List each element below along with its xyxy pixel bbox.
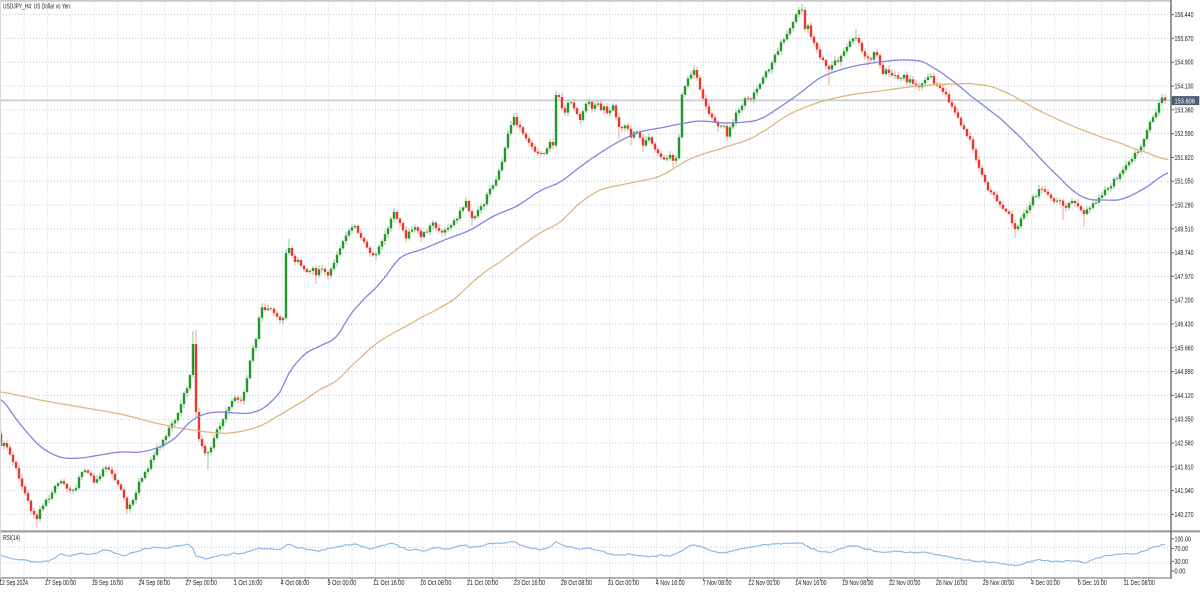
svg-text:154.900: 154.900 [1175,60,1194,67]
svg-text:151.050: 151.050 [1175,179,1194,186]
svg-text:70.00: 70.00 [1175,546,1189,553]
svg-text:30.00: 30.00 [1175,559,1189,566]
svg-text:0.00: 0.00 [1175,569,1186,576]
svg-text:9 Oct 00:00: 9 Oct 00:00 [328,580,357,587]
svg-text:140.270: 140.270 [1175,512,1194,519]
svg-text:11 Dec 08:00: 11 Dec 08:00 [1124,580,1156,587]
svg-text:155.670: 155.670 [1175,36,1194,43]
svg-text:145.660: 145.660 [1175,345,1194,352]
svg-text:11 Oct 16:00: 11 Oct 16:00 [373,580,405,587]
svg-text:6 Dec 16:00: 6 Dec 16:00 [1078,580,1107,587]
svg-text:14 Nov 16:00: 14 Nov 16:00 [795,580,827,587]
svg-text:141.810: 141.810 [1175,464,1194,471]
svg-text:153.360: 153.360 [1175,107,1194,114]
svg-text:142.580: 142.580 [1175,441,1194,448]
svg-text:151.820: 151.820 [1175,155,1194,162]
svg-text:21 Oct 00:00: 21 Oct 00:00 [467,580,499,587]
svg-text:148.740: 148.740 [1175,250,1194,257]
svg-text:100.00: 100.00 [1175,536,1191,543]
svg-text:7 Nov 08:00: 7 Nov 08:00 [703,580,732,587]
svg-text:22 Nov 00:00: 22 Nov 00:00 [889,580,921,587]
svg-text:29 Nov 08:00: 29 Nov 08:00 [983,580,1015,587]
svg-text:144.120: 144.120 [1175,393,1194,400]
svg-text:4 Nov 16:00: 4 Nov 16:00 [656,580,685,587]
svg-text:31 Oct 00:00: 31 Oct 00:00 [608,580,640,587]
svg-text:154.130: 154.130 [1175,84,1194,91]
svg-text:4 Dec 00:00: 4 Dec 00:00 [1031,580,1060,587]
svg-text:RSI(14): RSI(14) [3,535,20,542]
svg-text:144.890: 144.890 [1175,369,1194,376]
svg-text:19 Sep 16:00: 19 Sep 16:00 [92,580,124,587]
svg-text:USDJPY_H4: US Dollar vs Yen: USDJPY_H4: US Dollar vs Yen [3,4,70,11]
svg-text:153.606: 153.606 [1175,98,1196,105]
svg-text:149.510: 149.510 [1175,226,1194,233]
svg-text:143.350: 143.350 [1175,417,1194,424]
svg-text:17 Sep 00:00: 17 Sep 00:00 [45,580,77,587]
svg-text:12 Nov 00:00: 12 Nov 00:00 [748,580,780,587]
svg-text:141.040: 141.040 [1175,488,1194,495]
svg-text:147.200: 147.200 [1175,298,1194,305]
svg-text:27 Sep 00:00: 27 Sep 00:00 [186,580,218,587]
svg-text:24 Sep 08:00: 24 Sep 08:00 [139,580,171,587]
svg-text:146.430: 146.430 [1175,322,1194,329]
svg-text:152.590: 152.590 [1175,131,1194,138]
svg-text:150.280: 150.280 [1175,203,1194,210]
svg-text:12 Sep 2024: 12 Sep 2024 [0,580,28,587]
svg-text:4 Oct 08:00: 4 Oct 08:00 [281,580,310,587]
svg-text:19 Nov 08:00: 19 Nov 08:00 [842,580,874,587]
svg-text:156.440: 156.440 [1175,12,1194,19]
svg-text:28 Oct 08:00: 28 Oct 08:00 [561,580,593,587]
svg-text:1 Oct 16:00: 1 Oct 16:00 [234,580,263,587]
svg-text:23 Oct 16:00: 23 Oct 16:00 [514,580,546,587]
svg-text:147.970: 147.970 [1175,274,1194,281]
svg-text:26 Nov 16:00: 26 Nov 16:00 [936,580,968,587]
svg-text:16 Oct 08:00: 16 Oct 08:00 [420,580,452,587]
